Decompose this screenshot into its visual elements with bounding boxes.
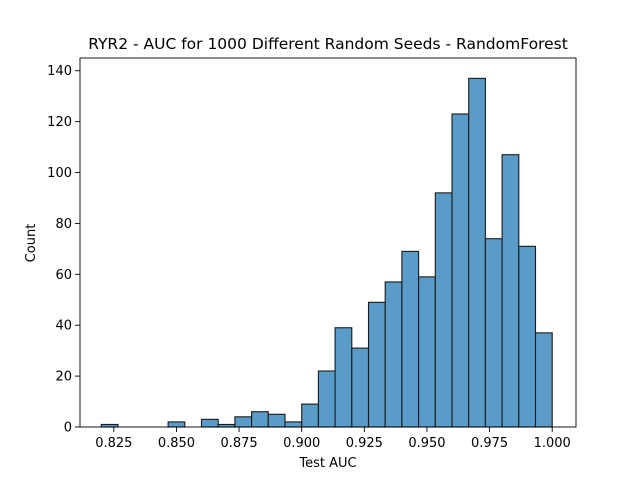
x-axis-label: Test AUC — [298, 456, 356, 471]
histogram-bar — [501, 154, 520, 428]
y-tick-label: 80 — [55, 217, 72, 232]
histogram-bar — [284, 421, 303, 428]
x-tick-label: 0.975 — [471, 436, 508, 451]
histogram-bar — [251, 411, 269, 428]
histogram-bar — [367, 301, 386, 428]
y-tick-label: 0 — [64, 421, 72, 436]
y-axis-label: Count — [24, 224, 39, 263]
histogram-bar — [301, 403, 319, 428]
y-tick-label: 120 — [47, 115, 72, 130]
y-tick-label: 40 — [55, 319, 72, 334]
x-tick-label: 0.950 — [408, 436, 445, 451]
histogram-bar — [401, 250, 420, 428]
y-tick-label: 140 — [47, 64, 72, 79]
y-tick-label: 100 — [47, 166, 72, 181]
x-axis-ticks: 0.825 0.850 0.875 0.900 0.925 0.950 0.975 1.000 — [95, 427, 571, 451]
y-tick-label: 20 — [55, 370, 72, 385]
histogram-bar — [434, 192, 453, 428]
histogram-bar — [518, 245, 537, 428]
histogram-bar — [384, 281, 403, 428]
bars-group — [100, 77, 553, 428]
x-tick-label: 1.000 — [534, 436, 571, 451]
x-tick-label: 0.825 — [95, 436, 132, 451]
plot-frame — [79, 57, 577, 428]
histogram-bar — [167, 421, 186, 428]
x-tick-label: 0.850 — [158, 436, 195, 451]
y-tick-label: 60 — [55, 268, 72, 283]
histogram-bar — [418, 276, 436, 428]
y-axis-ticks: 0 20 40 60 80 100 120 140 — [47, 64, 80, 436]
x-tick-label: 0.900 — [283, 436, 320, 451]
chart-title: RYR2 - AUC for 1000 Different Random See… — [88, 35, 568, 53]
histogram-bar — [451, 113, 470, 428]
histogram-bar — [234, 416, 253, 428]
histogram-bar — [484, 238, 503, 428]
histogram-bar — [351, 347, 370, 428]
histogram-bar — [267, 413, 286, 428]
histogram-bar — [468, 77, 486, 428]
histogram-bar — [200, 418, 219, 428]
x-tick-label: 0.925 — [346, 436, 383, 451]
histogram-bar — [317, 370, 336, 428]
x-tick-label: 0.875 — [220, 436, 257, 451]
histogram-bar — [334, 327, 353, 428]
histogram-bar — [534, 332, 553, 428]
